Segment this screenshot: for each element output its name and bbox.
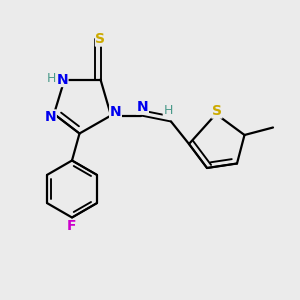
Text: F: F bbox=[67, 220, 77, 233]
Text: H: H bbox=[47, 71, 57, 85]
Text: N: N bbox=[56, 73, 68, 86]
Text: N: N bbox=[137, 100, 148, 114]
Text: S: S bbox=[212, 104, 222, 118]
Text: S: S bbox=[95, 32, 106, 46]
Text: N: N bbox=[110, 106, 121, 119]
Text: N: N bbox=[45, 110, 56, 124]
Text: H: H bbox=[163, 104, 173, 118]
